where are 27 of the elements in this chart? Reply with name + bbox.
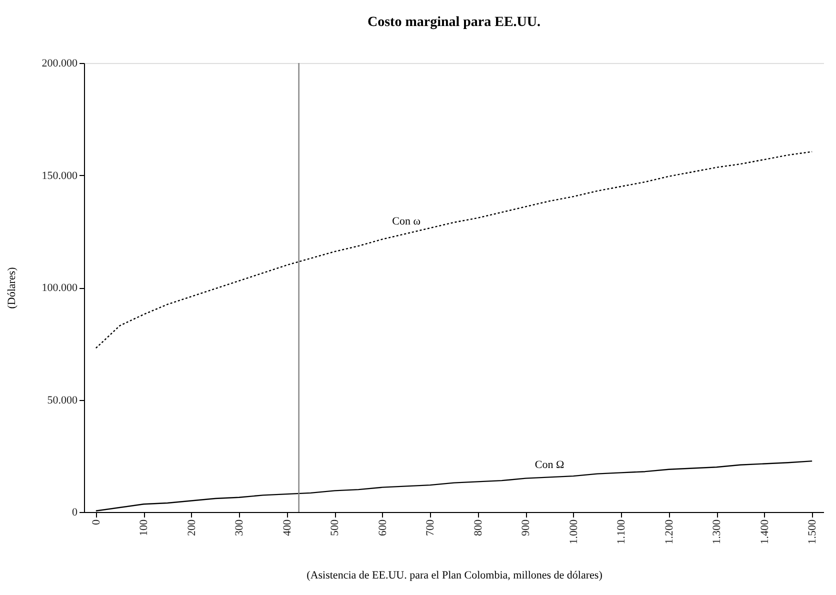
chart-title: Costo marginal para EE.UU. (367, 15, 541, 30)
x-tick-label: 1.400 (758, 519, 771, 544)
series-label: Con ω (392, 216, 420, 228)
x-tick-label: 0 (90, 519, 102, 525)
x-tick-label: 500 (329, 519, 342, 536)
y-axis-title: (Dólares) (6, 266, 18, 309)
x-axis-title: (Asistencia de EE.UU. para el Plan Colombia, millones de dólares) (306, 569, 603, 582)
x-tick-label: 300 (234, 519, 246, 536)
y-tick-label: 100.000 (42, 282, 78, 294)
x-tick-label: 1.200 (663, 519, 676, 544)
series-label: Con Ω (534, 459, 564, 472)
y-tick-label: 150.000 (42, 170, 78, 182)
x-tick-label: 1.300 (711, 519, 724, 544)
y-tick-label: 50.000 (47, 394, 78, 406)
x-tick-label: 700 (424, 519, 437, 536)
y-tick-label: 200.000 (42, 58, 78, 70)
x-tick-label: 1.500 (806, 519, 819, 544)
x-tick-label: 400 (281, 519, 294, 536)
x-tick-label: 200 (186, 519, 198, 536)
x-tick-label: 100 (138, 519, 150, 536)
x-tick-label: 800 (472, 519, 484, 536)
x-tick-label: 1.100 (616, 519, 628, 544)
x-tick-label: 900 (520, 519, 532, 536)
x-tick-label: 1.000 (568, 519, 580, 544)
y-tick-label: 0 (72, 506, 78, 518)
line-series (95, 151, 813, 349)
x-tick-label: 600 (376, 519, 389, 536)
